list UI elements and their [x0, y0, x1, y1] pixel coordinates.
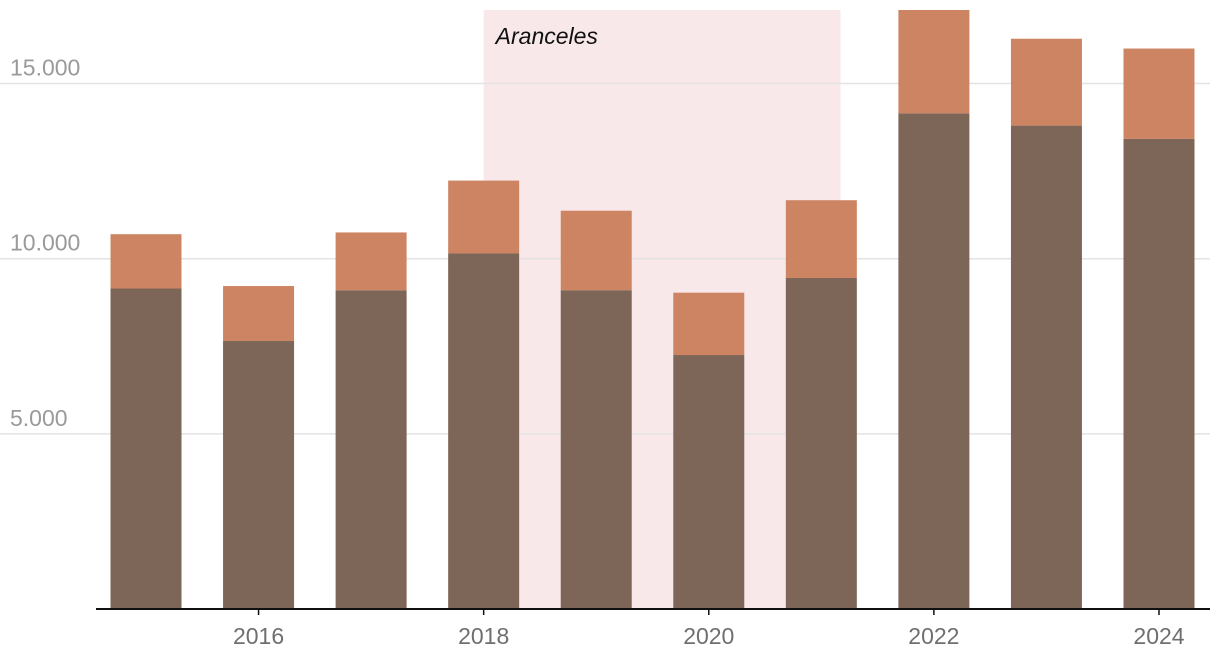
bar-2021-segment-0 — [785, 277, 857, 609]
y-tick-label-15.000: 15.000 — [10, 55, 80, 81]
bar-2017-segment-1 — [335, 232, 407, 291]
y-tick-label-5.000: 5.000 — [10, 405, 68, 431]
bar-2023-segment-0 — [1010, 125, 1082, 609]
bar-2022-segment-0 — [898, 113, 970, 610]
bar-2016-segment-0 — [223, 341, 295, 609]
label-layer: Aranceles 5.000 10.000 15.000 2016 2018 2020 20… — [10, 23, 1185, 649]
bar-2024-segment-0 — [1123, 138, 1195, 610]
x-tick-label-2018: 2018 — [458, 623, 509, 649]
bar-2021-segment-1 — [785, 200, 857, 278]
y-tick-label-10.000: 10.000 — [10, 230, 80, 256]
annotation-label-0: Aranceles — [494, 23, 599, 49]
x-tick-label-2024: 2024 — [1133, 623, 1184, 649]
bar-2019-segment-1 — [560, 210, 632, 291]
bar-2015-segment-1 — [110, 234, 182, 289]
bar-2020-segment-0 — [673, 355, 745, 609]
bar-2018-segment-1 — [448, 180, 520, 254]
annotation-band-0 — [483, 10, 841, 609]
x-tick-label-2020: 2020 — [683, 623, 734, 649]
bar-2016-segment-1 — [223, 286, 295, 342]
x-tick-label-2022: 2022 — [908, 623, 959, 649]
x-tick-label-2016: 2016 — [233, 623, 284, 649]
axis-layer — [96, 608, 1210, 615]
bar-2022-segment-1 — [898, 10, 970, 114]
bar-2015-segment-0 — [110, 288, 182, 609]
bar-layer — [110, 10, 1195, 610]
annotation-shade-layer — [483, 10, 841, 609]
bar-2024-segment-1 — [1123, 48, 1195, 139]
bar-2020-segment-1 — [673, 292, 745, 356]
bar-2023-segment-1 — [1010, 38, 1082, 126]
bar-2018-segment-0 — [448, 253, 520, 609]
bar-2019-segment-0 — [560, 290, 632, 609]
bar-2017-segment-0 — [335, 290, 407, 609]
